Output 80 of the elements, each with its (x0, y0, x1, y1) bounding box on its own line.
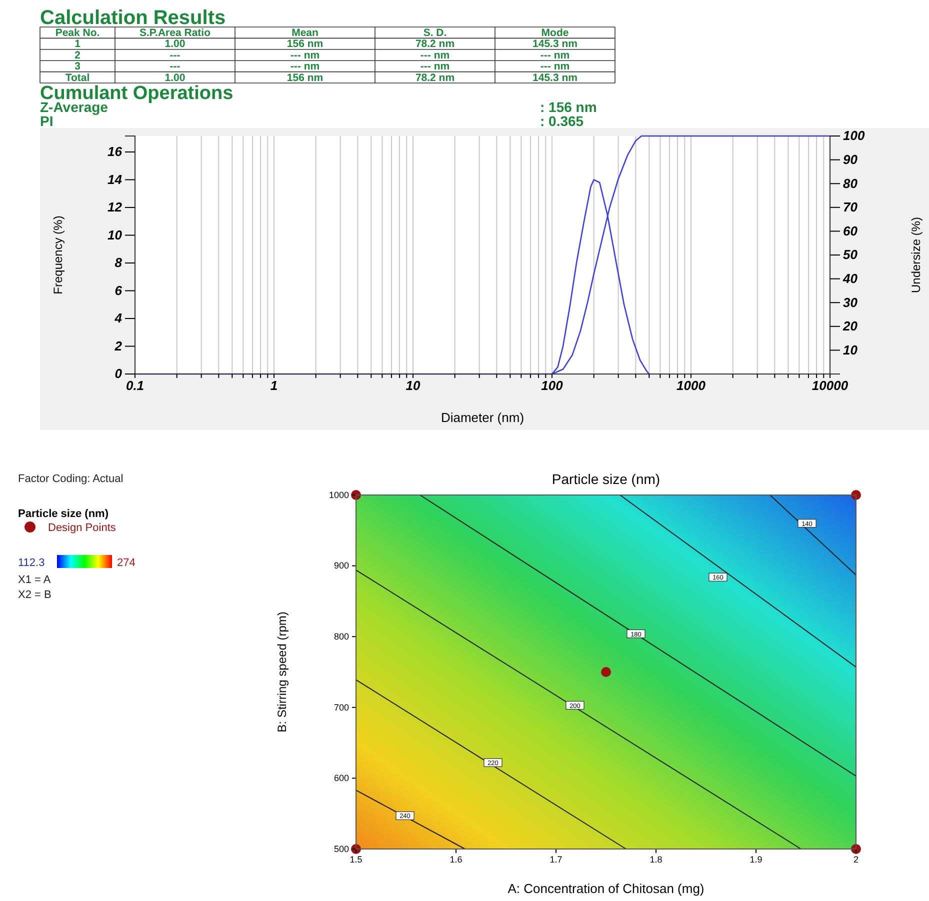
text: 156 nm (286, 38, 324, 50)
text: Peak No. (55, 27, 100, 39)
x-tick-label: 2 (853, 854, 859, 864)
y-tick-label: 0 (114, 366, 123, 382)
x-tick-label: 0.1 (126, 378, 144, 394)
text: --- nm (420, 49, 450, 62)
x-tick-label: 100 (541, 378, 564, 394)
y2-tick-label: 20 (842, 318, 858, 334)
y-tick-label: 12 (108, 200, 123, 215)
text: --- nm (540, 49, 570, 62)
text: --- (170, 60, 181, 73)
text: Mode (541, 27, 569, 39)
text: 1.00 (164, 38, 186, 50)
text: 274 (117, 557, 136, 569)
text: X1 = A (18, 574, 52, 586)
text: Mean (292, 27, 318, 39)
text: 1 (74, 38, 81, 50)
text: PI (40, 113, 54, 129)
text: : 0.365 (540, 113, 584, 129)
y-tick-label: 14 (108, 172, 123, 187)
y-tick-label: 8 (114, 255, 123, 270)
text: 1.00 (164, 72, 186, 84)
text: 2 (74, 49, 81, 62)
y-tick-label: 6 (114, 282, 123, 298)
y-tick-label: 500 (334, 844, 349, 854)
y-tick-label: 800 (334, 631, 349, 642)
text: 112.3 (18, 557, 45, 569)
text: 78.2 nm (415, 38, 455, 50)
text: --- nm (540, 60, 570, 73)
y-axis-title: Frequency (%) (51, 216, 65, 294)
text: 145.3 nm (532, 38, 578, 50)
text: S.P.Area Ratio (139, 27, 211, 39)
x-tick-label: 1.7 (550, 854, 562, 864)
legend-label: Design Points (48, 522, 116, 534)
y-tick-label: 600 (334, 773, 349, 784)
y-tick-label: 2 (114, 338, 123, 354)
y-tick-label: 10 (108, 227, 123, 242)
chart-title: Particle size (nm) (552, 471, 660, 487)
text: Factor Coding: Actual (18, 473, 124, 485)
text: --- nm (420, 60, 450, 73)
text: S. D. (423, 27, 447, 39)
y2-tick-label: 10 (843, 342, 858, 358)
x-tick-label: 10000 (812, 378, 849, 394)
x-tick-label: 1.9 (750, 854, 762, 864)
y-tick-label: 1000 (328, 490, 349, 500)
y-tick-label: 4 (114, 310, 123, 326)
y-tick-label: 700 (334, 702, 349, 712)
y2-tick-label: 30 (843, 294, 858, 310)
text: X2 = B (18, 589, 52, 601)
y2-tick-label: 40 (842, 270, 858, 286)
text: 3 (74, 60, 81, 73)
text: 156 nm (286, 72, 324, 84)
y-axis-title: B: Stirring speed (rpm) (275, 612, 289, 732)
x-tick-label: 1 (270, 378, 278, 394)
y-tick-label: 900 (334, 560, 349, 571)
y2-tick-label: 100 (843, 128, 866, 144)
text: : 156 nm (540, 99, 597, 115)
text: 78.2 nm (415, 72, 455, 84)
y2-tick-label: 50 (843, 247, 858, 262)
x-tick-label: 1000 (676, 378, 706, 394)
y2-tick-label: 90 (843, 152, 858, 167)
text: --- nm (290, 49, 320, 62)
text: Total (65, 72, 90, 84)
y2-tick-label: 80 (843, 176, 858, 191)
x-tick-label: 1.8 (650, 854, 662, 864)
text: Z-Average (40, 99, 108, 115)
y2-tick-label: 60 (843, 223, 858, 238)
x-tick-label: 10 (406, 378, 421, 394)
text: --- nm (290, 60, 320, 73)
x-axis-title: A: Concentration of Chitosan (mg) (508, 881, 704, 896)
text: Calculation Results (40, 7, 226, 29)
y2-axis-title: Undersize (%) (909, 216, 923, 294)
x-tick-label: 1.6 (450, 854, 462, 864)
text: 145.3 nm (532, 72, 578, 84)
x-axis-title: Diameter (nm) (440, 410, 524, 425)
y-tick-label: 16 (108, 144, 123, 160)
y2-tick-label: 70 (843, 200, 858, 215)
legend-title: Particle size (nm) (18, 508, 109, 520)
text: --- (170, 49, 181, 62)
x-tick-label: 1.5 (350, 854, 362, 864)
